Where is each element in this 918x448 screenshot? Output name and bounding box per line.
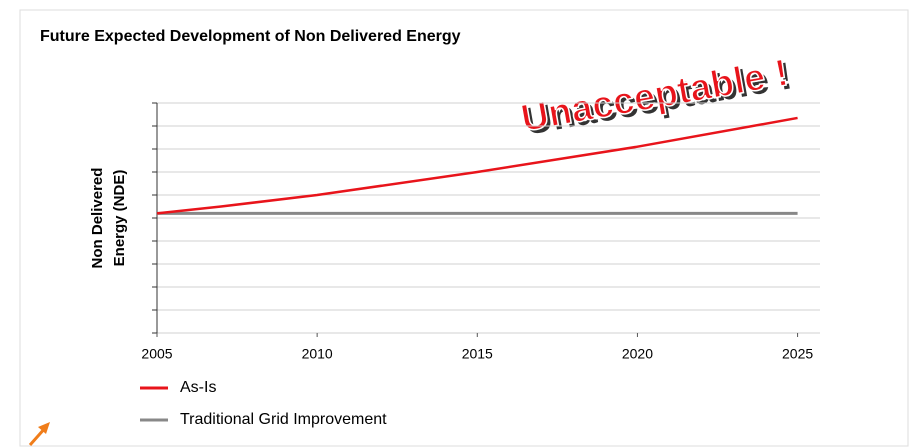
x-tick-label: 2025 xyxy=(782,346,813,362)
y-axis-label: Energy (NDE) xyxy=(111,170,128,267)
frame xyxy=(19,9,909,447)
y-axis-label: Non Delivered xyxy=(89,168,106,269)
chart-title: Future Expected Development of Non Deliv… xyxy=(40,28,461,45)
x-tick-label: 2015 xyxy=(462,346,493,362)
x-tick-label: 2010 xyxy=(302,346,333,362)
series-line xyxy=(156,116,798,215)
x-tick-label: 2020 xyxy=(622,346,653,362)
legend-label: As-Is xyxy=(180,379,216,396)
x-tick-label: 2005 xyxy=(141,346,172,362)
arrow-head xyxy=(38,422,50,434)
legend-label: Traditional Grid Improvement xyxy=(180,411,387,428)
